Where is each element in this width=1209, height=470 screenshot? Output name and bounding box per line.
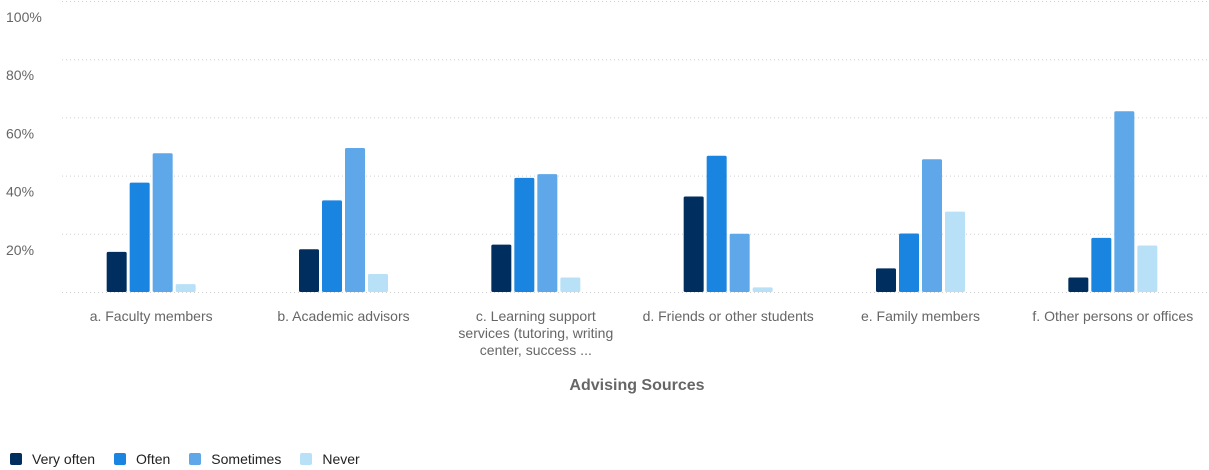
legend-swatch [300,453,313,465]
y-tick-label: 60% [6,125,34,141]
y-tick-label: 100% [6,9,42,25]
bar[interactable] [129,182,150,292]
legend-label: Sometimes [211,451,282,467]
y-axis-ticks: 100% 80% 60% 40% 20% [6,9,42,258]
y-tick-label: 40% [6,184,34,200]
x-category-label: f. Other persons or offices [1032,308,1193,324]
bar[interactable] [1137,245,1158,292]
gridlines [62,1,1209,293]
bar[interactable] [560,277,581,292]
bar[interactable] [922,159,942,292]
x-category-label: d. Friends or other students [643,308,814,324]
legend-item[interactable]: Very often [10,451,95,467]
x-category-label: a. Faculty members [90,308,213,324]
x-axis-title: Advising Sources [569,377,704,394]
legend-swatch [189,453,202,465]
bar[interactable] [1068,277,1089,292]
x-category-label: b. Academic advisors [277,308,409,324]
bar[interactable] [368,273,388,292]
x-category-label: c. Learning support services (tutoring, w… [458,308,613,358]
bar[interactable] [322,200,342,292]
bar[interactable] [537,174,558,292]
legend-swatch [10,453,22,465]
y-tick-label: 80% [6,67,34,83]
legend-item[interactable]: Often [114,451,170,467]
bar[interactable] [1114,111,1135,292]
bar[interactable] [175,284,196,292]
bar[interactable] [752,287,773,292]
legend-label: Often [136,451,171,467]
bar[interactable] [706,155,727,292]
bar[interactable] [945,211,965,292]
x-category-label: e. Family members [861,308,980,324]
bar[interactable] [729,233,750,292]
legend-item[interactable]: Sometimes [189,451,281,467]
legend-item[interactable]: Never [300,451,360,467]
bar[interactable] [491,244,512,292]
bars [106,111,1158,292]
legend-label: Very often [32,451,96,467]
bar[interactable] [899,233,919,292]
bar[interactable] [299,249,319,292]
legend-label: Never [322,451,360,467]
bar[interactable] [106,251,127,292]
y-tick-label: 20% [6,242,34,258]
legend: Very often Often Sometimes Never [10,451,379,467]
bar[interactable] [1091,237,1112,292]
bar[interactable] [152,153,173,292]
bar[interactable] [345,147,365,292]
legend-swatch [114,453,127,465]
bar[interactable] [876,268,896,292]
bar[interactable] [683,196,704,292]
x-axis-categories: a. Faculty members b. Academic advisors c.… [90,308,1194,358]
bar[interactable] [514,177,535,292]
